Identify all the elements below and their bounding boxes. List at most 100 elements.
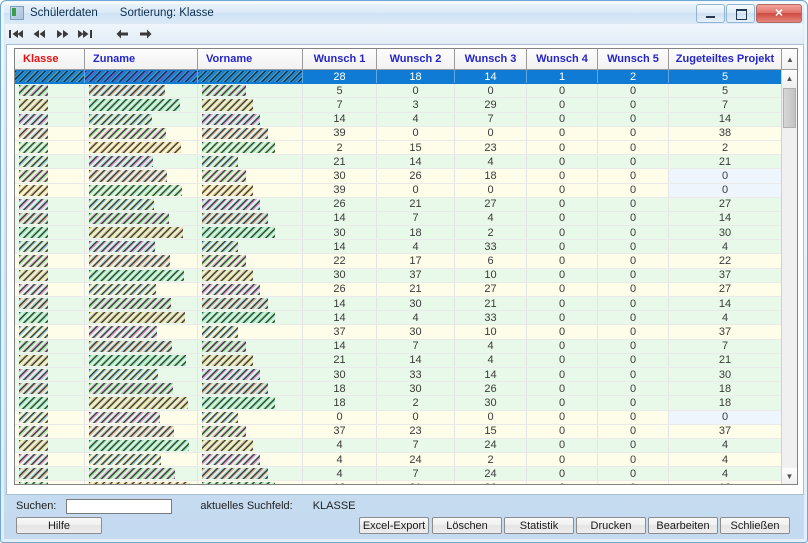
cell-vorname-redacted (198, 112, 303, 126)
column-header-vorname[interactable]: Vorname (198, 49, 303, 69)
table-row[interactable]: 22 17 6 0 0 22 (15, 254, 781, 269)
redaction-overlay (202, 255, 246, 267)
redaction-overlay (19, 340, 48, 352)
column-header-wunsch3[interactable]: Wunsch 3 (455, 49, 527, 69)
cell-zuname-redacted (85, 367, 198, 382)
excel-export-button[interactable]: Excel-Export (359, 517, 429, 534)
table-row[interactable]: 26 21 27 0 0 27 (15, 282, 781, 297)
cell-vorname-redacted (198, 140, 303, 155)
column-header-wunsch5[interactable]: Wunsch 5 (598, 49, 669, 69)
cell-wunsch5: 0 (598, 282, 669, 296)
column-header-klasse[interactable]: Klasse (15, 49, 85, 69)
table-row[interactable]: 4 24 2 0 0 4 (15, 453, 781, 468)
redaction-overlay (19, 425, 48, 437)
table-row[interactable]: 30 18 2 0 0 30 (15, 226, 781, 241)
first-record-button[interactable] (5, 25, 27, 43)
cell-vorname-redacted (198, 211, 303, 226)
cell-klasse-redacted (15, 282, 85, 296)
table-row[interactable]: 14 4 7 0 0 14 (15, 112, 781, 127)
redaction-overlay (89, 439, 189, 452)
cell-zugeteilt: 18 (669, 396, 781, 410)
table-row[interactable]: 39 0 0 0 0 38 (15, 126, 781, 141)
hilfe-button[interactable]: Hilfe (16, 517, 102, 534)
table-row[interactable]: 14 7 4 0 0 14 (15, 211, 781, 227)
cell-vorname-redacted (198, 240, 303, 254)
table-row[interactable]: 39 0 0 0 0 0 (15, 183, 781, 198)
redaction-overlay (202, 439, 253, 452)
close-button[interactable]: ✕ (756, 4, 802, 23)
cell-wunsch5: 0 (598, 353, 669, 367)
table-row[interactable]: 37 23 15 0 0 37 (15, 424, 781, 439)
next-page-button[interactable] (51, 25, 73, 43)
table-row[interactable]: 30 37 10 0 0 37 (15, 268, 781, 283)
cell-wunsch1: 5 (303, 84, 377, 98)
redaction-overlay (89, 340, 172, 352)
table-row[interactable]: 21 14 4 0 0 21 (15, 353, 781, 368)
table-row[interactable]: 14 7 4 0 0 7 (15, 339, 781, 354)
redaction-overlay (202, 141, 275, 154)
schliessen-button[interactable]: Schließen (720, 517, 790, 534)
column-header-zuname[interactable]: Zuname (85, 49, 198, 69)
scrollbar-thumb[interactable] (783, 88, 796, 128)
column-header-wunsch4[interactable]: Wunsch 4 (527, 49, 598, 69)
drucken-button[interactable]: Drucken (576, 517, 646, 534)
table-row[interactable]: 4 7 24 0 0 4 (15, 438, 781, 454)
cell-wunsch1: 28 (303, 70, 377, 84)
cell-wunsch1: 26 (303, 282, 377, 296)
cell-wunsch3: 4 (455, 211, 527, 226)
cell-klasse-redacted (15, 126, 85, 140)
vertical-scrollbar[interactable]: ▲ ▼ (781, 70, 797, 484)
loeschen-button[interactable]: Löschen (432, 517, 502, 534)
previous-page-button[interactable] (28, 25, 50, 43)
cell-wunsch5: 0 (598, 254, 669, 268)
table-row[interactable]: 28 18 14 1 2 5 (15, 70, 781, 85)
last-record-button[interactable] (74, 25, 96, 43)
table-row[interactable]: 18 2 30 0 0 18 (15, 396, 781, 411)
table-row[interactable]: 7 3 29 0 0 7 (15, 98, 781, 113)
table-row[interactable]: 26 21 27 0 0 27 (15, 197, 781, 212)
bearbeiten-button[interactable]: Bearbeiten (648, 517, 718, 534)
cell-wunsch5: 0 (598, 339, 669, 353)
cell-zugeteilt: 4 (669, 467, 781, 481)
scroll-down-button[interactable]: ▼ (782, 468, 797, 484)
skip-to-first-icon (9, 30, 23, 38)
cell-vorname-redacted (198, 453, 303, 467)
minimize-button[interactable] (696, 4, 725, 23)
table-row[interactable]: 21 14 4 0 0 21 (15, 155, 781, 170)
table-row[interactable]: 2 15 23 0 0 2 (15, 140, 781, 156)
maximize-button[interactable] (726, 4, 755, 23)
column-header-wunsch1[interactable]: Wunsch 1 (303, 49, 377, 69)
table-row[interactable]: 14 4 33 0 0 4 (15, 311, 781, 326)
redaction-overlay (89, 482, 190, 484)
table-row[interactable]: 30 33 14 0 0 30 (15, 367, 781, 383)
redaction-overlay (89, 354, 187, 366)
column-header-wunsch2[interactable]: Wunsch 2 (377, 49, 455, 69)
table-row[interactable]: 37 30 10 0 0 37 (15, 325, 781, 340)
search-input[interactable] (66, 498, 173, 514)
table-row[interactable]: 30 26 18 0 0 0 (15, 169, 781, 184)
table-row[interactable]: 14 4 33 0 0 4 (15, 240, 781, 255)
statistik-button[interactable]: Statistik (504, 517, 574, 534)
redaction-overlay (19, 482, 48, 484)
cell-vorname-redacted (198, 311, 303, 325)
redaction-overlay (198, 71, 302, 83)
cell-wunsch3: 6 (455, 254, 527, 268)
column-header-zugeteilt[interactable]: Zugeteiltes Projekt (669, 49, 782, 69)
table-row[interactable]: 14 30 21 0 0 14 (15, 297, 781, 312)
next-record-button[interactable] (134, 25, 156, 43)
table-row[interactable]: 4 7 24 0 0 4 (15, 467, 781, 482)
cell-klasse-redacted (15, 438, 85, 453)
previous-record-button[interactable] (111, 25, 133, 43)
cell-wunsch4: 0 (527, 297, 598, 311)
grid-body[interactable]: 28 18 14 1 2 5 5 0 0 0 0 5 7 3 29 0 0 7 14 4 7 0 0 14 39 0 0 0 0 38 2 1… (15, 70, 781, 484)
redaction-overlay (19, 255, 48, 267)
cell-zugeteilt: 14 (669, 297, 781, 311)
scroll-up-button[interactable]: ▲ (782, 70, 797, 86)
student-data-grid[interactable]: Klasse Zuname Vorname Wunsch 1 Wunsch 2 Wunsc… (14, 48, 798, 485)
table-row[interactable]: 1821260018 (15, 481, 781, 484)
table-row[interactable]: 18 30 26 0 0 18 (15, 382, 781, 397)
cell-wunsch3: 15 (455, 424, 527, 438)
